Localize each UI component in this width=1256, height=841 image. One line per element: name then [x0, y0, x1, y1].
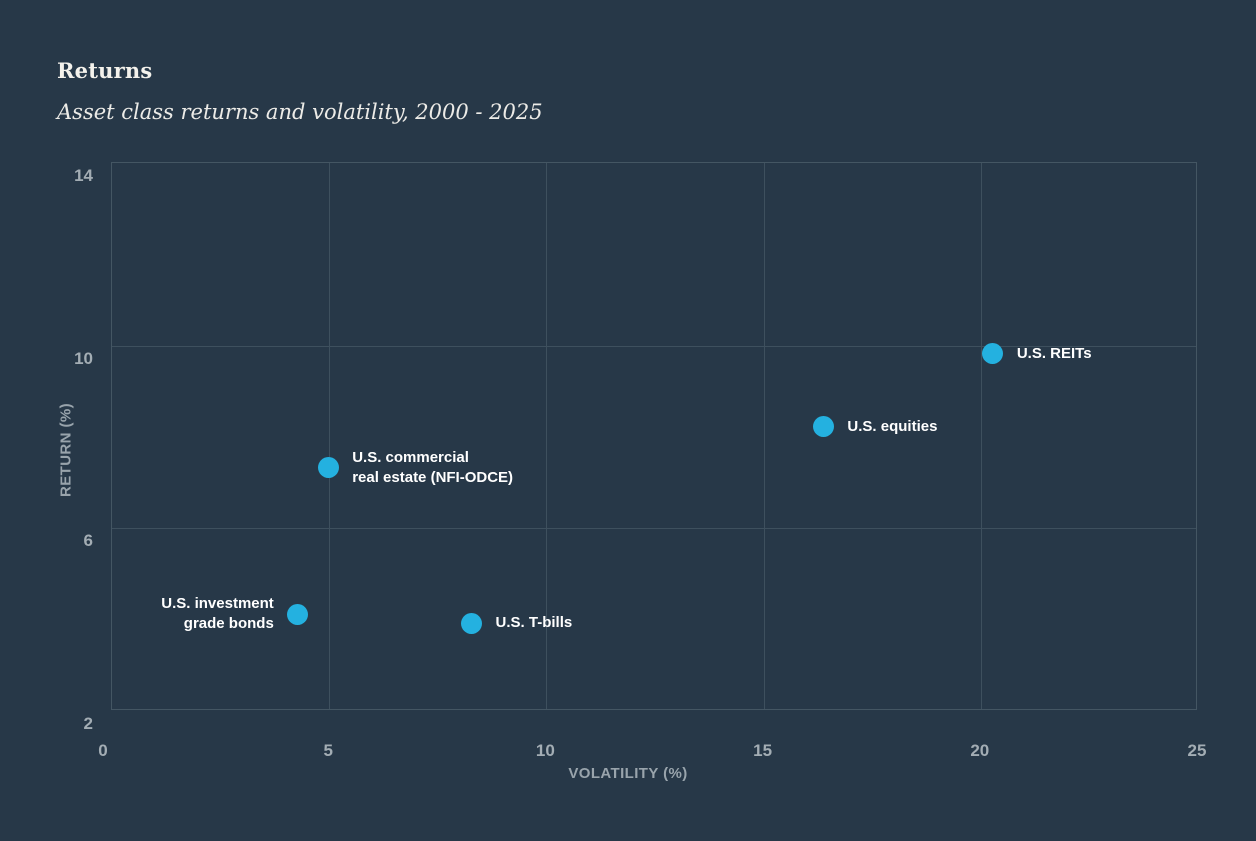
y-axis-title: RETURN (%)	[57, 403, 75, 497]
point-label-line: real estate (NFI-ODCE)	[352, 468, 514, 486]
x-tick-label: 25	[1187, 741, 1207, 760]
x-tick-label: 20	[970, 741, 990, 760]
y-tick-label: 10	[74, 348, 93, 368]
point-label-line: U.S. investment	[161, 595, 274, 613]
x-tick-label: 0	[98, 741, 108, 760]
y-tick-label: 6	[83, 531, 93, 551]
chart-title: Returns	[57, 58, 153, 83]
vertical-gridline	[980, 163, 982, 709]
vertical-gridline	[763, 163, 765, 709]
chart-subtitle: Asset class returns and volatility, 2000…	[57, 100, 543, 124]
point-label-line: grade bonds	[183, 615, 274, 633]
data-point	[812, 416, 834, 438]
vertical-gridline	[329, 163, 331, 709]
x-axis-title: VOLATILITY (%)	[568, 765, 688, 782]
vertical-gridline	[546, 163, 548, 709]
horizontal-gridline	[112, 528, 1196, 530]
x-tick-label: 15	[753, 741, 773, 760]
point-label: U.S. commercial real estate (NFI-ODCE)	[352, 448, 513, 488]
point-label-line: U.S. equities	[847, 417, 938, 435]
point-label: U.S. T-bills	[496, 613, 573, 633]
data-point	[317, 457, 339, 479]
point-label: U.S. equities	[847, 417, 937, 437]
data-point	[982, 343, 1004, 365]
horizontal-gridline	[112, 345, 1196, 347]
x-tick-label: 5	[323, 741, 333, 760]
point-label-line: U.S. REITs	[1016, 344, 1092, 362]
point-label: U.S. investment grade bonds	[161, 594, 274, 634]
x-tick-label: 10	[535, 741, 555, 760]
y-tick-label: 14	[74, 166, 93, 185]
data-point	[461, 612, 483, 634]
point-label-line: U.S. T-bills	[495, 614, 573, 632]
point-label-line: U.S. commercial	[352, 448, 469, 466]
data-point	[287, 603, 309, 625]
plot-area	[111, 162, 1197, 710]
y-tick-label: 2	[83, 714, 93, 733]
point-label: U.S. REITs	[1017, 344, 1092, 364]
